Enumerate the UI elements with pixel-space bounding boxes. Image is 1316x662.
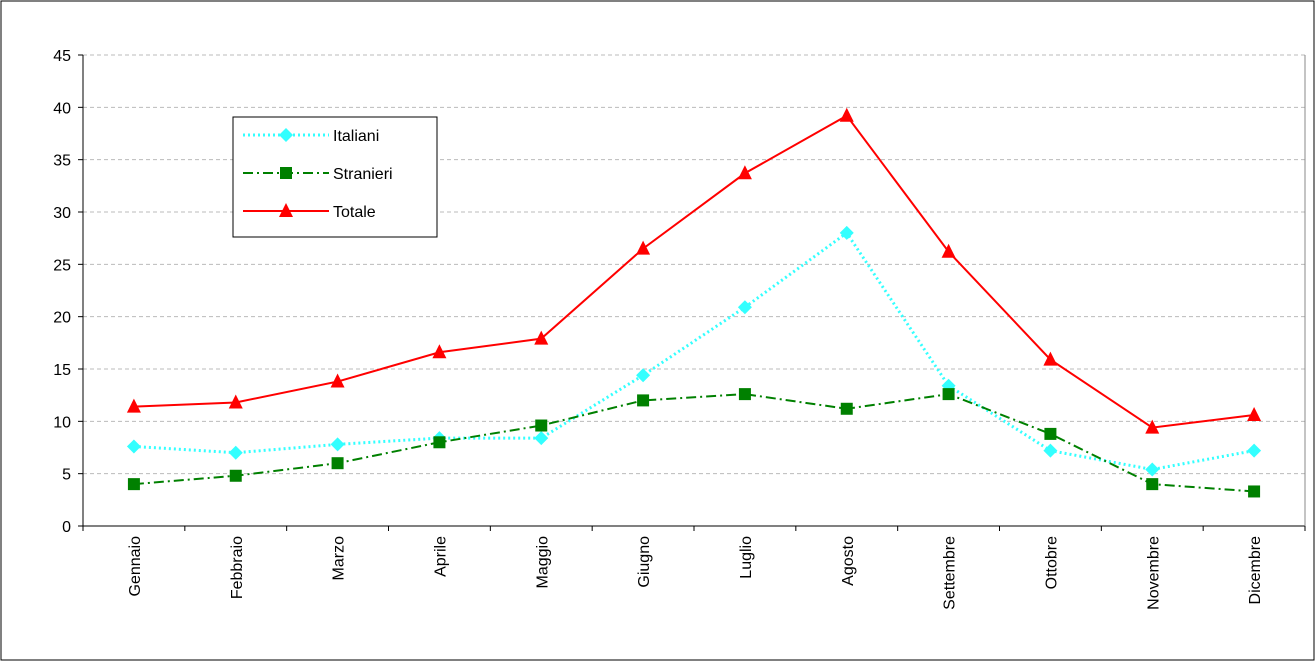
marker	[126, 398, 141, 413]
marker	[228, 445, 243, 460]
marker	[1248, 485, 1261, 498]
y-tick-label: 40	[53, 100, 71, 117]
marker	[1043, 443, 1058, 458]
marker	[637, 394, 650, 407]
marker	[331, 457, 344, 470]
marker	[229, 469, 242, 482]
x-tick-label: Novembre	[1145, 536, 1162, 610]
marker	[1247, 443, 1262, 458]
y-tick-label: 10	[53, 414, 71, 431]
x-tick-label: Settembre	[942, 536, 959, 610]
marker	[636, 368, 651, 383]
marker	[737, 300, 752, 315]
marker	[280, 167, 292, 179]
x-tick-label: Giugno	[636, 536, 653, 588]
series-line	[133, 114, 1255, 429]
x-tick-label: Agosto	[840, 536, 857, 586]
marker	[840, 402, 853, 415]
marker	[941, 243, 956, 258]
marker	[1043, 351, 1058, 366]
y-tick-label: 35	[53, 153, 71, 170]
marker	[330, 437, 345, 452]
marker	[636, 240, 651, 255]
marker	[1044, 427, 1057, 440]
y-tick-label: 30	[53, 205, 71, 222]
x-tick-label: Maggio	[534, 536, 551, 589]
marker	[228, 394, 243, 409]
marker	[279, 203, 293, 217]
marker	[127, 478, 140, 491]
y-tick-label: 15	[53, 362, 71, 379]
series-line	[133, 393, 1255, 493]
x-tick-label: Febbraio	[229, 536, 246, 599]
marker	[432, 344, 447, 359]
marker	[279, 128, 293, 142]
y-tick-label: 0	[62, 519, 71, 536]
x-tick-label: Dicembre	[1247, 536, 1264, 605]
legend-label: Stranieri	[333, 166, 393, 183]
y-tick-label: 5	[62, 467, 71, 484]
y-tick-label: 25	[53, 257, 71, 274]
y-tick-label: 45	[53, 48, 71, 65]
legend-box	[232, 116, 438, 238]
marker	[839, 225, 854, 240]
marker	[839, 107, 854, 122]
x-tick-label: Ottobre	[1043, 536, 1060, 589]
marker	[534, 330, 549, 345]
marker	[1145, 419, 1160, 434]
y-tick-label: 20	[53, 310, 71, 327]
marker	[1146, 478, 1159, 491]
x-tick-label: Gennaio	[127, 536, 144, 597]
legend-label: Totale	[333, 204, 376, 221]
x-tick-label: Luglio	[738, 536, 755, 579]
x-tick-label: Marzo	[331, 536, 348, 581]
marker	[1247, 407, 1262, 422]
legend-label: Italiani	[333, 128, 379, 145]
marker	[126, 439, 141, 454]
marker	[738, 388, 751, 401]
marker	[942, 388, 955, 401]
marker	[330, 373, 345, 388]
marker	[433, 436, 446, 449]
marker	[534, 431, 549, 446]
x-tick-label: Aprile	[432, 536, 449, 577]
marker	[535, 419, 548, 432]
marker	[737, 165, 752, 180]
marker	[1145, 462, 1160, 477]
